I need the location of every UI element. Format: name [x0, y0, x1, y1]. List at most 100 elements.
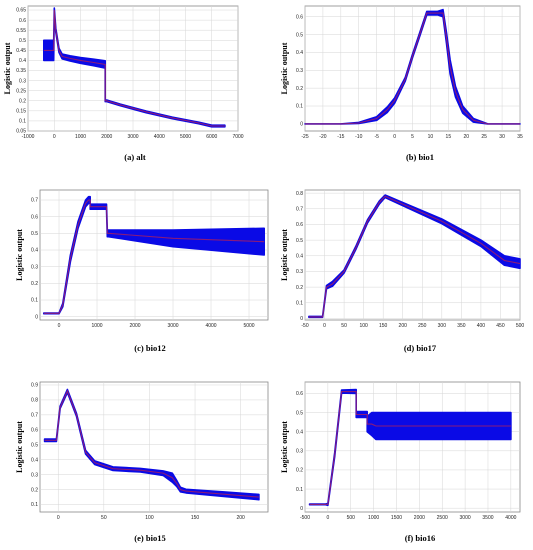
x-tick-label: 2000	[129, 323, 140, 329]
y-tick-label: 0.1	[296, 104, 303, 110]
y-tick-label: 0.2	[296, 468, 303, 474]
line-bio17	[308, 195, 521, 318]
x-tick-label: 1000	[91, 323, 102, 329]
y-tick-label: 0	[300, 506, 303, 512]
chart-bio15: 0.1 0.2 0.3 0.4 0.5 0.6 0.7 0.8 0.9 0 50 100 150 200 L…	[15, 381, 269, 543]
x-tick-label: 4000	[505, 515, 516, 521]
y-tick-label: 0.5	[296, 238, 303, 244]
x-tick-label: 150	[191, 515, 200, 521]
x-tick-label: 200	[399, 323, 408, 329]
y-tick-label: 0.4	[19, 58, 26, 64]
y-axis-title: Logistic output	[15, 229, 24, 281]
y-tick-label: 0.1	[31, 298, 38, 304]
y-tick-label: 0.05	[16, 129, 26, 135]
y-tick-label: 0.7	[296, 206, 303, 212]
y-tick-label: 0.2	[296, 86, 303, 92]
x-tick-label: 5000	[243, 323, 254, 329]
x-tick-label: 4000	[205, 323, 216, 329]
plot-frame	[39, 381, 269, 513]
x-tick-label: 3500	[482, 515, 493, 521]
x-tick-label: -20	[319, 134, 326, 140]
y-tick-label: 0.6	[296, 222, 303, 228]
y-tick-label: 0.4	[296, 253, 303, 259]
x-tick-label: 500	[516, 323, 525, 329]
y-tick-label: 0.4	[31, 457, 38, 463]
x-tick-label: 0	[323, 323, 326, 329]
y-tick-label: 0.4	[296, 429, 303, 435]
y-tick-label: 0.4	[31, 248, 38, 254]
y-tick-label: 0.1	[296, 300, 303, 306]
x-tick-label: 3000	[167, 323, 178, 329]
x-tick-label: 0	[58, 323, 61, 329]
x-tick-label: 0	[393, 134, 396, 140]
y-tick-label: 0.3	[296, 269, 303, 275]
y-tick-label: 0.7	[31, 198, 38, 204]
y-tick-label: 0	[300, 316, 303, 322]
y-tick-label: 0.2	[31, 281, 38, 287]
y-axis-title: Logistic output	[3, 42, 12, 94]
x-tick-label: 400	[477, 323, 486, 329]
chart-bio16: 0 0.1 0.2 0.3 0.4 0.5 0.6 -500 0 500 1000 1500 2000 2…	[280, 381, 521, 543]
x-tick-label: 1500	[391, 515, 402, 521]
y-tick-label: 0.7	[31, 413, 38, 419]
line-bio12	[43, 199, 265, 314]
x-tick-label: 20	[463, 134, 469, 140]
y-tick-label: 0.5	[19, 38, 26, 44]
y-axis-title: Logistic output	[15, 421, 24, 473]
chart-bio1: 0 0.1 0.2 0.3 0.4 0.5 0.6 -25 -20 -15 -10 -5 0 5 10 15 2…	[280, 5, 523, 162]
chart-bio12: 0 0.1 0.2 0.3 0.4 0.5 0.6 0.7 0 1000 2000 3000 4000 5…	[15, 189, 269, 353]
y-tick-label: 0.5	[296, 410, 303, 416]
x-tick-label: 100	[359, 323, 368, 329]
y-tick-label: 0.2	[31, 487, 38, 493]
y-tick-label: 0.65	[16, 8, 26, 14]
x-tick-label: 2000	[414, 515, 425, 521]
x-tick-label: 1000	[75, 134, 86, 140]
y-tick-label: 0.5	[31, 231, 38, 237]
y-tick-label: 0.2	[296, 285, 303, 291]
x-tick-label: -15	[337, 134, 344, 140]
line-bio16	[309, 391, 511, 505]
y-tick-label: 0.6	[31, 428, 38, 434]
y-tick-label: 0.4	[296, 50, 303, 56]
y-tick-label: 0.9	[31, 383, 38, 389]
x-tick-label: 500	[347, 515, 356, 521]
x-tick-label: 2000	[101, 134, 112, 140]
x-tick-label: 25	[481, 134, 487, 140]
x-tick-label: 3000	[127, 134, 138, 140]
x-tick-label: 30	[499, 134, 505, 140]
caption-bio16: (f) bio16	[405, 533, 435, 543]
x-tick-label: -25	[301, 134, 308, 140]
x-tick-label: 7000	[232, 134, 243, 140]
band-alt	[42, 7, 226, 128]
y-tick-label: 0.45	[16, 48, 26, 54]
y-tick-label: 0.1	[19, 119, 26, 125]
line-bio15	[44, 389, 259, 498]
x-tick-label: 10	[428, 134, 434, 140]
x-tick-label: 450	[496, 323, 505, 329]
x-tick-label: 50	[101, 515, 107, 521]
x-tick-label: 300	[438, 323, 447, 329]
y-tick-label: 0.5	[31, 442, 38, 448]
x-tick-label: 0	[326, 515, 329, 521]
y-tick-label: 0	[35, 314, 38, 320]
y-tick-label: 0.2	[19, 98, 26, 104]
x-tick-label: 3000	[460, 515, 471, 521]
x-tick-label: 35	[517, 134, 523, 140]
x-tick-label: 100	[145, 515, 154, 521]
line-alt	[43, 9, 225, 127]
x-tick-label: -50	[301, 323, 308, 329]
y-tick-label: 0.3	[296, 449, 303, 455]
x-tick-label: 5000	[180, 134, 191, 140]
y-tick-label: 0.15	[16, 109, 26, 115]
x-tick-label: -1000	[22, 134, 35, 140]
y-tick-label: 0.3	[31, 472, 38, 478]
y-axis-title: Logistic output	[280, 421, 289, 473]
x-tick-label: 15	[446, 134, 452, 140]
x-tick-label: -10	[355, 134, 362, 140]
x-tick-label: 0	[57, 515, 60, 521]
y-tick-label: 0.35	[16, 68, 26, 74]
y-tick-label: 0.6	[31, 214, 38, 220]
x-tick-label: 1000	[368, 515, 379, 521]
y-axis-title: Logistic output	[280, 42, 289, 94]
